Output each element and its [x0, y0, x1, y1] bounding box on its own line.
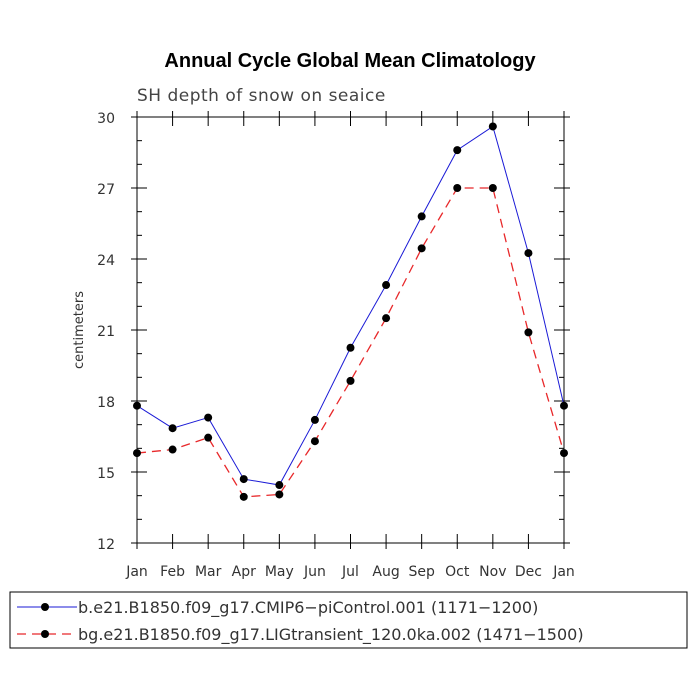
y-tick-label: 27 [97, 182, 115, 198]
y-tick-label: 30 [97, 111, 115, 127]
data-point [524, 328, 533, 337]
y-tick-label: 18 [97, 395, 115, 411]
x-tick-label: Sep [408, 564, 435, 580]
data-point [168, 445, 177, 454]
data-point [417, 212, 426, 221]
data-point [488, 184, 497, 192]
chart-subtitle: SH depth of snow on seaice [137, 86, 386, 106]
x-tick-label: Aug [372, 564, 399, 580]
y-tick-label: 21 [97, 324, 115, 340]
data-point [310, 437, 319, 446]
series-line-0 [136, 125, 565, 486]
legend-label-control: b.e21.B1850.f09_g17.CMIP6−piControl.001 … [78, 598, 538, 618]
data-point [239, 475, 248, 484]
data-point [310, 415, 319, 424]
x-tick-label: Jul [341, 564, 359, 580]
y-tick-label: 12 [97, 537, 115, 553]
data-point [524, 249, 533, 258]
x-tick-labels: Jan Feb Mar Apr May Jun Jul Aug Sep Oct Nov Dec Jan [125, 564, 575, 580]
data-point [453, 184, 462, 192]
data-point [204, 413, 213, 422]
x-tick-label: Feb [160, 564, 185, 580]
x-tick-label: Oct [445, 564, 470, 580]
x-tick-label: Dec [515, 564, 542, 580]
data-point [560, 401, 568, 410]
data-point [346, 343, 355, 352]
x-tick-label: Mar [195, 564, 222, 580]
data-point [275, 490, 284, 499]
data-point [560, 449, 568, 458]
legend-entry-transient: bg.e21.B1850.f09_g17.LIGtransient_120.0k… [17, 625, 584, 645]
data-point [239, 492, 248, 501]
data-point [453, 146, 462, 155]
data-point [204, 433, 213, 442]
data-point [382, 314, 391, 323]
data-point [275, 481, 284, 490]
axis-ticks [131, 111, 570, 549]
series-line-1 [136, 187, 565, 498]
data-point [346, 376, 355, 385]
x-tick-label: Apr [232, 564, 256, 580]
series-lines [136, 125, 565, 498]
y-tick-label: 24 [97, 253, 115, 269]
x-tick-label: Jan [125, 564, 148, 580]
y-axis-label: centimeters [72, 291, 87, 369]
data-point [382, 281, 391, 290]
x-tick-label: Jan [552, 564, 575, 580]
legend-box [9, 591, 688, 649]
data-point [417, 244, 426, 253]
plot-frame [136, 116, 565, 544]
data-point [133, 401, 141, 410]
data-point [133, 449, 141, 458]
data-points [133, 122, 568, 501]
y-tick-labels: 12 15 18 21 24 27 30 [97, 111, 115, 553]
x-tick-label: Jun [303, 564, 326, 580]
x-tick-label: Nov [479, 564, 506, 580]
data-point [168, 424, 177, 433]
chart-title: Annual Cycle Global Mean Climatology [164, 50, 536, 72]
legend-label-transient: bg.e21.B1850.f09_g17.LIGtransient_120.0k… [78, 625, 584, 645]
x-tick-label: May [265, 564, 294, 580]
y-tick-label: 15 [97, 466, 115, 482]
data-point [488, 122, 497, 131]
legend-entry-control: b.e21.B1850.f09_g17.CMIP6−piControl.001 … [17, 598, 538, 618]
